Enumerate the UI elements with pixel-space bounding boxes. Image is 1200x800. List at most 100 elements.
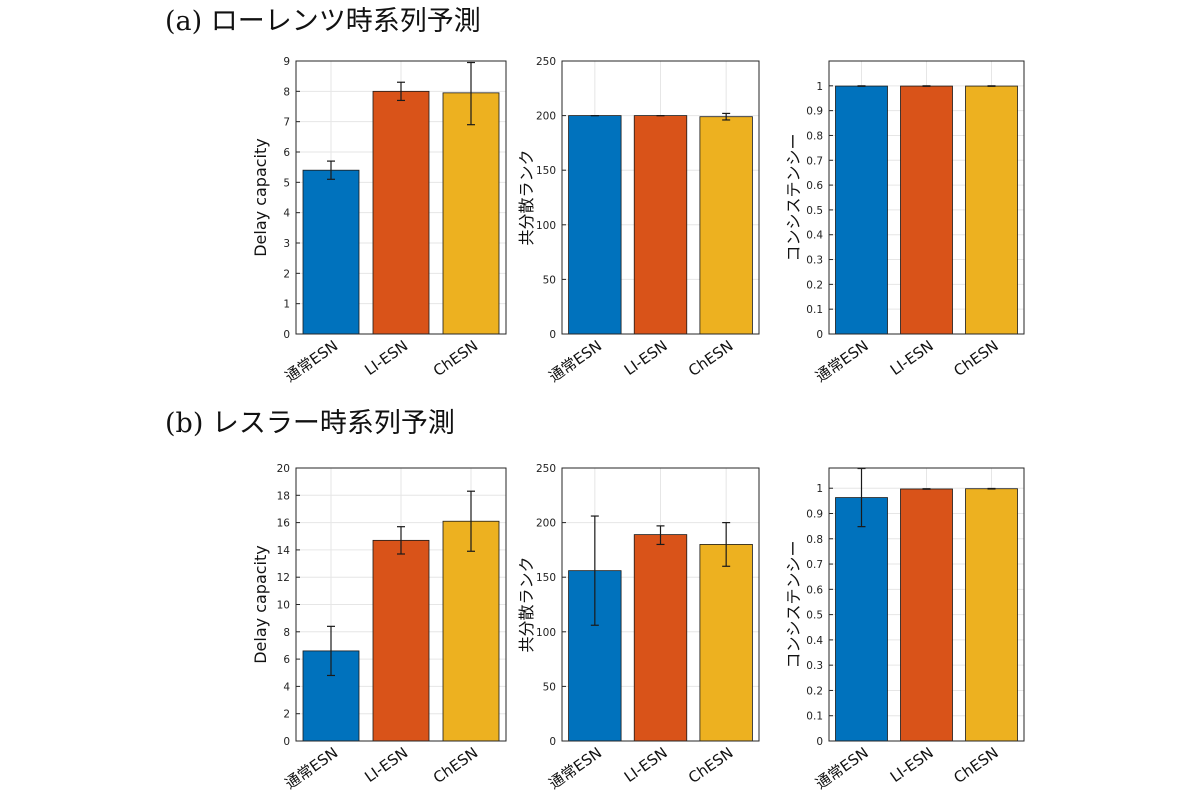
chart-b-consistency-bar-0 — [835, 497, 888, 742]
chart-a-delay-capacity-ytick-label: 6 — [283, 147, 290, 159]
chart-a-covariance-rank-bar-2 — [699, 116, 753, 335]
chart-a-consistency-ytick-label: 0.4 — [806, 230, 823, 242]
chart-a-consistency-ytick-label: 0.5 — [806, 205, 823, 217]
chart-b-consistency: 0 0.1 0.2 0.3 0.4 0.5 0.6 0.7 0.8 0.9 1 通常ESN LI-ESN… — [784, 467, 1025, 793]
chart-b-delay-capacity-ytick-label: 4 — [283, 681, 290, 693]
chart-b-covariance-rank-ytick-label: 50 — [543, 681, 556, 693]
chart-b-covariance-rank-axes-box — [561, 467, 760, 742]
chart-a-delay-capacity: 0 1 2 3 4 5 6 7 8 9 通常ESN LI-ESN ChESN Delay capacity — [251, 56, 507, 386]
chart-a-consistency-ylabel: コンシステンシー — [784, 133, 803, 261]
chart-a-consistency-xtick-label-2: ChESN — [950, 337, 1001, 381]
chart-a-consistency-ytick-label: 0.1 — [806, 304, 823, 316]
chart-b-covariance-rank-ylabel: 共分散ランク — [517, 556, 536, 652]
chart-b-delay-capacity-ytick-label: 18 — [277, 490, 290, 502]
chart-a-covariance-rank-ytick-label: 200 — [536, 111, 556, 123]
chart-a-delay-capacity-ytick-label: 3 — [283, 238, 290, 250]
chart-b-consistency-bar-2 — [965, 488, 1018, 742]
chart-b-delay-capacity-xtick-label-2: ChESN — [430, 744, 481, 788]
chart-a-covariance-rank-ylabel: 共分散ランク — [517, 149, 536, 245]
chart-b-delay-capacity-bar-1 — [372, 539, 430, 742]
chart-b-consistency-ytick-label: 0.9 — [806, 509, 823, 521]
chart-b-consistency-bar-1 — [900, 488, 953, 742]
chart-a-delay-capacity-ytick-label: 4 — [283, 208, 290, 220]
chart-a-covariance-rank-ytick-label: 250 — [536, 56, 556, 68]
chart-b-covariance-rank-ytick-label: 150 — [536, 572, 556, 584]
chart-b-consistency-ytick-label: 1 — [816, 483, 823, 495]
chart-a-consistency-ytick-label: 1 — [816, 81, 823, 93]
chart-b-delay-capacity-ytick-label: 16 — [277, 518, 291, 530]
chart-a-covariance-rank-xtick-label-1: LI-ESN — [621, 337, 671, 380]
chart-b-delay-capacity-ytick-label: 2 — [283, 709, 290, 721]
chart-a-delay-capacity-xtick-label-0: 通常ESN — [282, 337, 342, 386]
chart-b-consistency-ytick-label: 0.7 — [806, 559, 823, 571]
chart-b-covariance-rank-ytick-label: 200 — [536, 518, 556, 530]
chart-b-delay-capacity-ytick-label: 0 — [283, 736, 290, 748]
chart-a-delay-capacity-bar-2 — [442, 92, 500, 335]
chart-a-delay-capacity-xtick-label-2: ChESN — [430, 337, 481, 381]
chart-b-covariance-rank-xtick-label-2: ChESN — [685, 744, 736, 788]
chart-b-consistency-ylabel: コンシステンシー — [784, 540, 803, 668]
chart-a-consistency-ytick-label: 0.8 — [806, 130, 823, 142]
chart-a-delay-capacity-bar-1 — [372, 90, 430, 335]
chart-a-delay-capacity-ytick-label: 0 — [283, 329, 290, 341]
chart-a-delay-capacity-ytick-label: 2 — [283, 268, 290, 280]
chart-b-covariance-rank-ytick-label: 100 — [536, 627, 556, 639]
chart-a-covariance-rank-xtick-label-0: 通常ESN — [545, 337, 605, 386]
chart-b-covariance-rank-xtick-label-0: 通常ESN — [545, 744, 605, 793]
chart-b-consistency-ytick-label: 0.8 — [806, 534, 823, 546]
chart-a-consistency-ytick-label: 0.7 — [806, 155, 823, 167]
chart-a-delay-capacity-ytick-label: 1 — [283, 299, 290, 311]
chart-a-consistency-ytick-label: 0.6 — [806, 180, 823, 192]
chart-a-covariance-rank-ytick-label: 100 — [536, 220, 556, 232]
chart-b-delay-capacity-xtick-label-1: LI-ESN — [361, 744, 411, 787]
chart-b-consistency-xtick-label-1: LI-ESN — [887, 744, 937, 787]
chart-a-consistency-xtick-label-1: LI-ESN — [887, 337, 937, 380]
chart-b-covariance-rank-bar-1 — [633, 534, 688, 742]
chart-a-consistency-ytick-label: 0 — [816, 329, 823, 341]
chart-b-delay-capacity-bar-2 — [442, 520, 500, 742]
chart-b-consistency-ytick-label: 0.3 — [806, 660, 823, 672]
chart-a-delay-capacity-ytick-label: 7 — [283, 117, 290, 129]
chart-b-delay-capacity-ytick-label: 20 — [277, 463, 290, 475]
chart-b-consistency-xtick-label-2: ChESN — [950, 744, 1001, 788]
chart-b-consistency-ytick-label: 0.5 — [806, 610, 823, 622]
chart-a-delay-capacity-ytick-label: 5 — [283, 177, 290, 189]
chart-a-consistency-axes-box — [828, 60, 1025, 335]
chart-a-delay-capacity-bar-0 — [302, 169, 360, 335]
chart-b-delay-capacity-xtick-label-0: 通常ESN — [282, 744, 342, 793]
chart-b-delay-capacity-ylabel: Delay capacity — [251, 545, 270, 664]
chart-a-delay-capacity-axes-box — [295, 60, 507, 335]
chart-a-covariance-rank-ytick-label: 150 — [536, 165, 556, 177]
chart-b-delay-capacity-ytick-label: 8 — [283, 627, 290, 639]
chart-b-delay-capacity: 0 2 4 6 8 10 12 14 16 18 20 通常ESN LI-ESN ChESN Delay c… — [251, 463, 507, 793]
chart-b-covariance-rank-ytick-label: 250 — [536, 463, 556, 475]
chart-a-consistency-bar-1 — [900, 85, 953, 335]
section-title-a: (a) ローレンツ時系列予測 — [165, 6, 481, 37]
section-title-b: (b) レスラー時系列予測 — [165, 408, 455, 439]
chart-a-consistency-ytick-label: 0.9 — [806, 106, 823, 118]
chart-b-consistency-ytick-label: 0.6 — [806, 584, 823, 596]
chart-b-consistency-ytick-label: 0.1 — [806, 711, 823, 723]
chart-a-consistency: 0 0.1 0.2 0.3 0.4 0.5 0.6 0.7 0.8 0.9 1 通常ESN LI-ESN… — [784, 60, 1025, 386]
chart-a-covariance-rank-bar-1 — [633, 115, 688, 335]
chart-a-covariance-rank-ytick-label: 50 — [543, 274, 556, 286]
chart-b-consistency-ytick-label: 0.4 — [806, 635, 823, 647]
chart-b-consistency-xtick-label-0: 通常ESN — [812, 744, 872, 793]
chart-b-covariance-rank-ytick-label: 0 — [549, 736, 556, 748]
chart-b-consistency-ytick-label: 0.2 — [806, 685, 823, 697]
chart-b-delay-capacity-ytick-label: 6 — [283, 654, 290, 666]
chart-a-consistency-ytick-label: 0.2 — [806, 279, 823, 291]
chart-a-covariance-rank: 0 50 100 150 200 250 通常ESN LI-ESN ChESN 共分散ランク — [517, 56, 760, 386]
chart-b-delay-capacity-ytick-label: 14 — [277, 545, 291, 557]
chart-a-consistency-ytick-label: 0.3 — [806, 255, 823, 267]
chart-b-covariance-rank-xtick-label-1: LI-ESN — [621, 744, 671, 787]
chart-a-consistency-bar-2 — [965, 85, 1018, 335]
chart-a-delay-capacity-ytick-label: 8 — [283, 86, 290, 98]
chart-a-covariance-rank-ytick-label: 0 — [549, 329, 556, 341]
chart-b-delay-capacity-ytick-label: 12 — [277, 572, 290, 584]
chart-b-delay-capacity-ytick-label: 10 — [277, 600, 290, 612]
chart-a-consistency-xtick-label-0: 通常ESN — [812, 337, 872, 386]
chart-a-covariance-rank-xtick-label-2: ChESN — [685, 337, 736, 381]
chart-a-delay-capacity-ytick-label: 9 — [283, 56, 290, 68]
